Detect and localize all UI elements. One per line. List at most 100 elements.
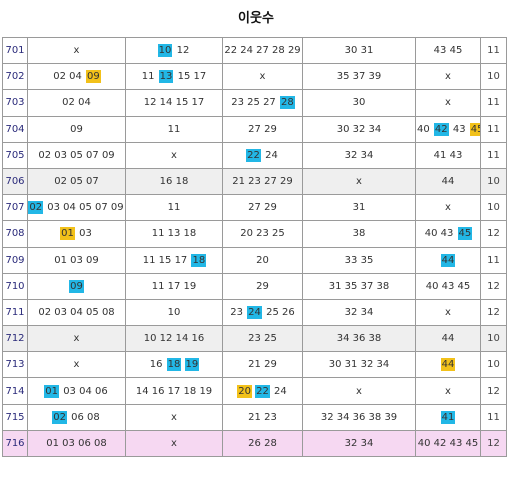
cell-range-1-9: 09: [27, 115, 126, 143]
number-text: 02 04: [53, 71, 82, 83]
cell-range-10-19: 12 14 15 17: [125, 89, 223, 117]
number-text: 31 35 37 38: [328, 280, 390, 292]
cell-range-30-39: 38: [302, 220, 416, 248]
highlight-blue: 09: [69, 279, 84, 293]
cell-range-40-45: 40 43 45: [415, 220, 481, 248]
round-number: 705: [2, 141, 28, 169]
cell-range-30-39: x: [302, 377, 416, 405]
round-number: 713: [2, 351, 28, 379]
round-number: 703: [2, 89, 28, 117]
cell-range-10-19: 10: [125, 298, 223, 327]
neighbor-count: 12: [480, 298, 507, 327]
number-text: 30 31 32 34: [328, 359, 390, 371]
number-text: 40 43 45: [425, 280, 471, 292]
neighbor-count: 11: [480, 403, 507, 431]
number-text: x: [445, 385, 451, 397]
cell-range-10-19: 11: [125, 194, 223, 222]
cell-range-40-45: 44: [415, 246, 481, 274]
number-text: x: [171, 411, 177, 423]
highlight-blue: 10: [157, 44, 173, 58]
neighbor-count: 11: [480, 115, 507, 143]
table-row: 706 02 05 07 16 18 21 23 27 29 x 44 10: [2, 167, 507, 196]
highlight-blue: 01: [44, 384, 59, 398]
cell-range-10-19: 11 17 19: [125, 272, 223, 300]
table-row: 707 02 03 04 05 07 09 11 27 29 31 x 10: [2, 194, 507, 222]
cell-range-20-29: 23 25 27 28: [222, 89, 303, 117]
number-text: 02 03 04 05 08: [38, 306, 115, 318]
number-text: 16: [149, 359, 163, 371]
neighbor-count: 10: [480, 325, 507, 353]
highlight-blue: 44: [440, 253, 456, 267]
cell-range-1-9: 01 03 09: [27, 246, 126, 274]
cell-range-10-19: 11: [125, 115, 223, 143]
cell-range-10-19: 10 12: [125, 36, 223, 65]
number-text: 02 04: [62, 97, 91, 109]
cell-range-20-29: 26 28: [222, 429, 303, 458]
cell-range-30-39: 30 32 34: [302, 115, 416, 143]
number-text: x: [259, 71, 266, 83]
cell-range-20-29: 21 29: [222, 351, 303, 379]
number-text: 32 34: [344, 437, 374, 449]
number-text: 11: [167, 123, 181, 135]
number-text: x: [445, 97, 451, 109]
cell-range-30-39: 30 31: [302, 36, 416, 65]
table-row: 709 01 03 09 11 15 17 18 20 33 35 44 11: [2, 246, 507, 274]
number-text: 33 35: [344, 254, 374, 266]
neighbor-count: 10: [480, 167, 507, 196]
cell-range-1-9: 01 03 04 06: [27, 377, 126, 405]
cell-range-40-45: x: [415, 298, 481, 327]
cell-range-20-29: x: [222, 63, 303, 91]
number-text: 34 36 38: [336, 333, 382, 345]
number-text: 11 17 19: [151, 280, 197, 292]
number-text: 12: [176, 45, 190, 57]
number-text: 23 25 27: [231, 97, 276, 109]
cell-range-40-45: x: [415, 63, 481, 91]
number-text: x: [73, 45, 80, 57]
neighbor-count: 12: [480, 377, 507, 405]
cell-range-40-45: 44: [415, 167, 481, 196]
number-text: 16 18: [159, 176, 189, 188]
number-text: 30: [352, 97, 366, 109]
number-text: 32 34: [344, 149, 374, 161]
highlight-yellow: 44: [440, 358, 456, 372]
number-text: 01 03 06 08: [46, 437, 107, 449]
number-text: 38: [352, 228, 366, 240]
table-row: 713 x 16 18 19 21 29 30 31 32 34 44 10: [2, 351, 507, 379]
cell-range-40-45: 41 43: [415, 141, 481, 169]
number-text: x: [445, 306, 451, 318]
cell-range-30-39: 32 34: [302, 141, 416, 169]
cell-range-30-39: x: [302, 167, 416, 196]
table-row: 710 09 11 17 19 29 31 35 37 38 40 43 45 12: [2, 272, 507, 300]
cell-range-10-19: 16 18 19: [125, 351, 223, 379]
cell-range-10-19: x: [125, 403, 223, 431]
round-number: 712: [2, 325, 28, 353]
cell-range-20-29: 20: [222, 246, 303, 274]
cell-range-30-39: 31: [302, 194, 416, 222]
number-text: 29: [256, 280, 269, 292]
highlight-yellow: 01: [60, 227, 75, 241]
cell-range-10-19: 11 13 15 17: [125, 63, 223, 91]
number-text: 03 04 06: [63, 385, 108, 397]
neighbor-count: 11: [480, 246, 507, 274]
neighbor-number-table: 701 x 10 12 22 24 27 28 29 30 31 43 45 11 702 02…: [2, 36, 507, 458]
number-text: 40: [417, 123, 430, 135]
round-number: 701: [2, 36, 28, 65]
cell-range-40-45: x: [415, 89, 481, 117]
highlight-blue: 22: [255, 384, 270, 398]
number-text: x: [171, 437, 177, 449]
cell-range-20-29: 20 22 24: [222, 377, 303, 405]
highlight-blue: 13: [158, 70, 174, 84]
cell-range-10-19: x: [125, 429, 223, 458]
number-text: 27 29: [248, 123, 277, 135]
round-number: 715: [2, 403, 28, 431]
cell-range-20-29: 27 29: [222, 194, 303, 222]
round-number: 704: [2, 115, 28, 143]
cell-range-30-39: 35 37 39: [302, 63, 416, 91]
highlight-blue: 45: [457, 227, 473, 241]
cell-range-20-29: 27 29: [222, 115, 303, 143]
number-text: 12 14 15 17: [143, 97, 205, 109]
round-number: 702: [2, 63, 28, 91]
number-text: 35 37 39: [336, 71, 382, 83]
number-text: 40 42 43 45: [417, 437, 479, 449]
number-text: 21 29: [248, 359, 277, 371]
